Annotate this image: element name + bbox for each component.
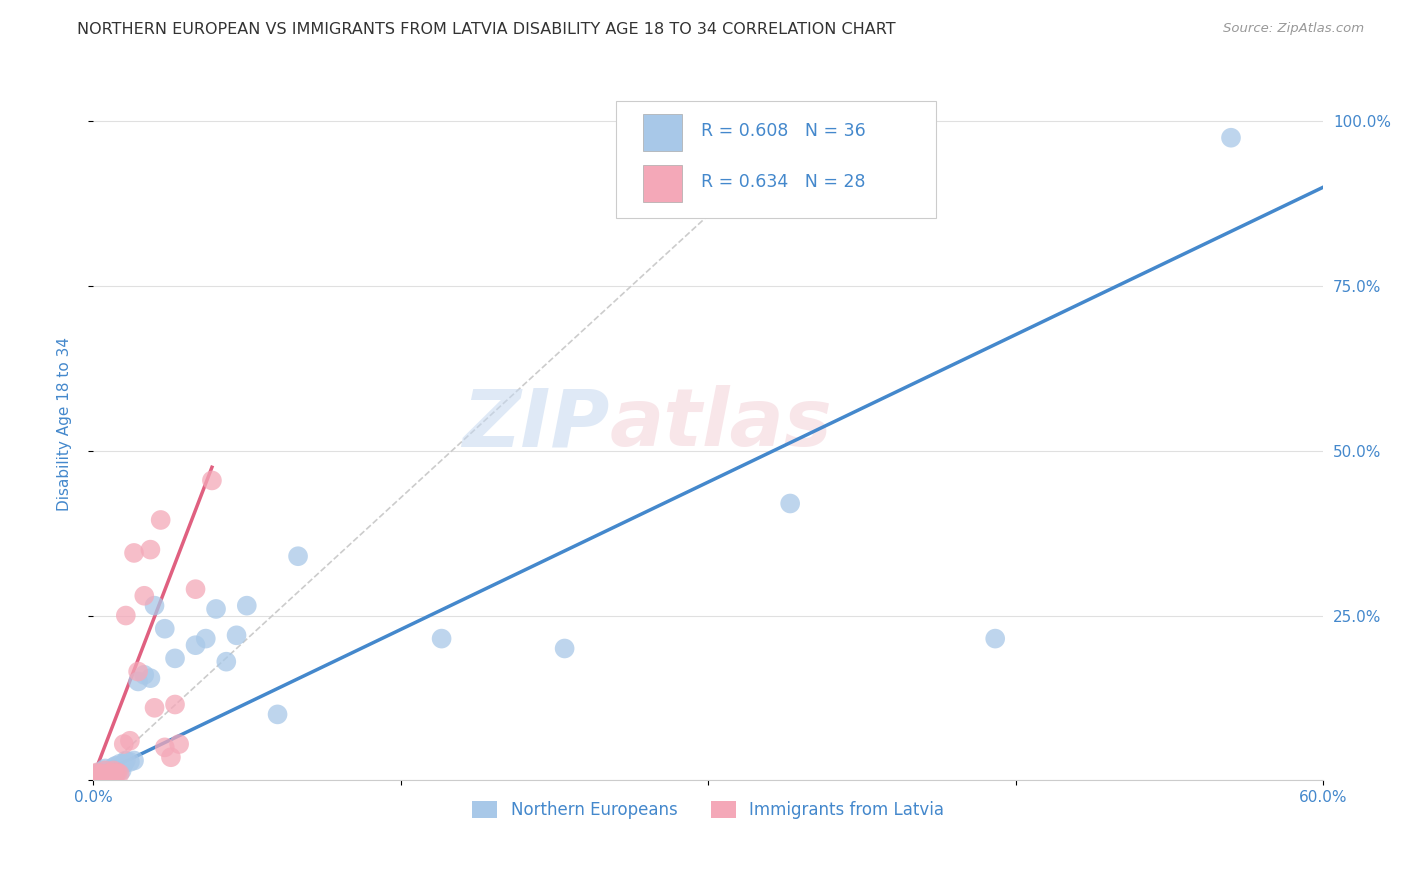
Point bbox=[86, 768, 108, 782]
Point bbox=[89, 765, 111, 780]
Point bbox=[163, 651, 186, 665]
Point bbox=[96, 766, 118, 780]
Point bbox=[225, 628, 247, 642]
Text: NORTHERN EUROPEAN VS IMMIGRANTS FROM LATVIA DISABILITY AGE 18 TO 34 CORRELATION : NORTHERN EUROPEAN VS IMMIGRANTS FROM LAT… bbox=[77, 22, 896, 37]
Y-axis label: Disability Age 18 to 34: Disability Age 18 to 34 bbox=[58, 337, 72, 511]
Point bbox=[86, 765, 108, 780]
Point bbox=[98, 768, 121, 782]
FancyBboxPatch shape bbox=[643, 114, 682, 151]
Point bbox=[112, 756, 135, 771]
Point bbox=[94, 764, 117, 778]
Point bbox=[153, 740, 176, 755]
FancyBboxPatch shape bbox=[643, 165, 682, 202]
Text: R = 0.634   N = 28: R = 0.634 N = 28 bbox=[700, 173, 865, 192]
Legend: Northern Europeans, Immigrants from Latvia: Northern Europeans, Immigrants from Latv… bbox=[465, 794, 950, 825]
Point bbox=[107, 761, 129, 775]
Point bbox=[91, 768, 114, 782]
Point bbox=[134, 668, 156, 682]
Point bbox=[205, 602, 228, 616]
Point bbox=[90, 766, 112, 780]
Point bbox=[984, 632, 1007, 646]
Point bbox=[143, 701, 166, 715]
Point bbox=[94, 761, 117, 775]
Point bbox=[143, 599, 166, 613]
Point bbox=[107, 765, 129, 780]
Point bbox=[84, 766, 107, 780]
Point bbox=[108, 756, 131, 771]
Point bbox=[90, 766, 112, 780]
Point bbox=[779, 496, 801, 510]
Point bbox=[167, 737, 190, 751]
Text: atlas: atlas bbox=[610, 385, 832, 464]
Point bbox=[103, 760, 125, 774]
Point bbox=[96, 766, 118, 780]
Point bbox=[108, 766, 131, 780]
Point bbox=[139, 671, 162, 685]
Point bbox=[430, 632, 453, 646]
Point bbox=[201, 474, 224, 488]
FancyBboxPatch shape bbox=[616, 101, 936, 218]
Text: ZIP: ZIP bbox=[463, 385, 610, 464]
Point bbox=[236, 599, 259, 613]
Text: Source: ZipAtlas.com: Source: ZipAtlas.com bbox=[1223, 22, 1364, 36]
Point bbox=[287, 549, 309, 564]
Point bbox=[91, 764, 114, 778]
Point bbox=[215, 655, 238, 669]
Point bbox=[114, 754, 136, 768]
Point bbox=[184, 638, 207, 652]
Point bbox=[266, 707, 288, 722]
Point bbox=[98, 765, 121, 780]
Point bbox=[114, 608, 136, 623]
Point bbox=[100, 764, 122, 778]
Point bbox=[153, 622, 176, 636]
Point bbox=[160, 750, 183, 764]
Point bbox=[163, 698, 186, 712]
Point bbox=[104, 766, 127, 780]
Point bbox=[184, 582, 207, 597]
Point bbox=[122, 754, 145, 768]
Point bbox=[149, 513, 172, 527]
Point bbox=[104, 759, 127, 773]
Point bbox=[554, 641, 576, 656]
Point bbox=[127, 665, 149, 679]
Point bbox=[1220, 130, 1243, 145]
Point bbox=[118, 733, 141, 747]
Point bbox=[111, 764, 134, 778]
Text: R = 0.608   N = 36: R = 0.608 N = 36 bbox=[700, 122, 866, 140]
Point bbox=[118, 755, 141, 769]
Point bbox=[194, 632, 217, 646]
Point bbox=[134, 589, 156, 603]
Point bbox=[127, 674, 149, 689]
Point bbox=[139, 542, 162, 557]
Point bbox=[103, 764, 125, 778]
Point bbox=[100, 765, 122, 780]
Point bbox=[122, 546, 145, 560]
Point bbox=[89, 768, 111, 782]
Point bbox=[112, 737, 135, 751]
